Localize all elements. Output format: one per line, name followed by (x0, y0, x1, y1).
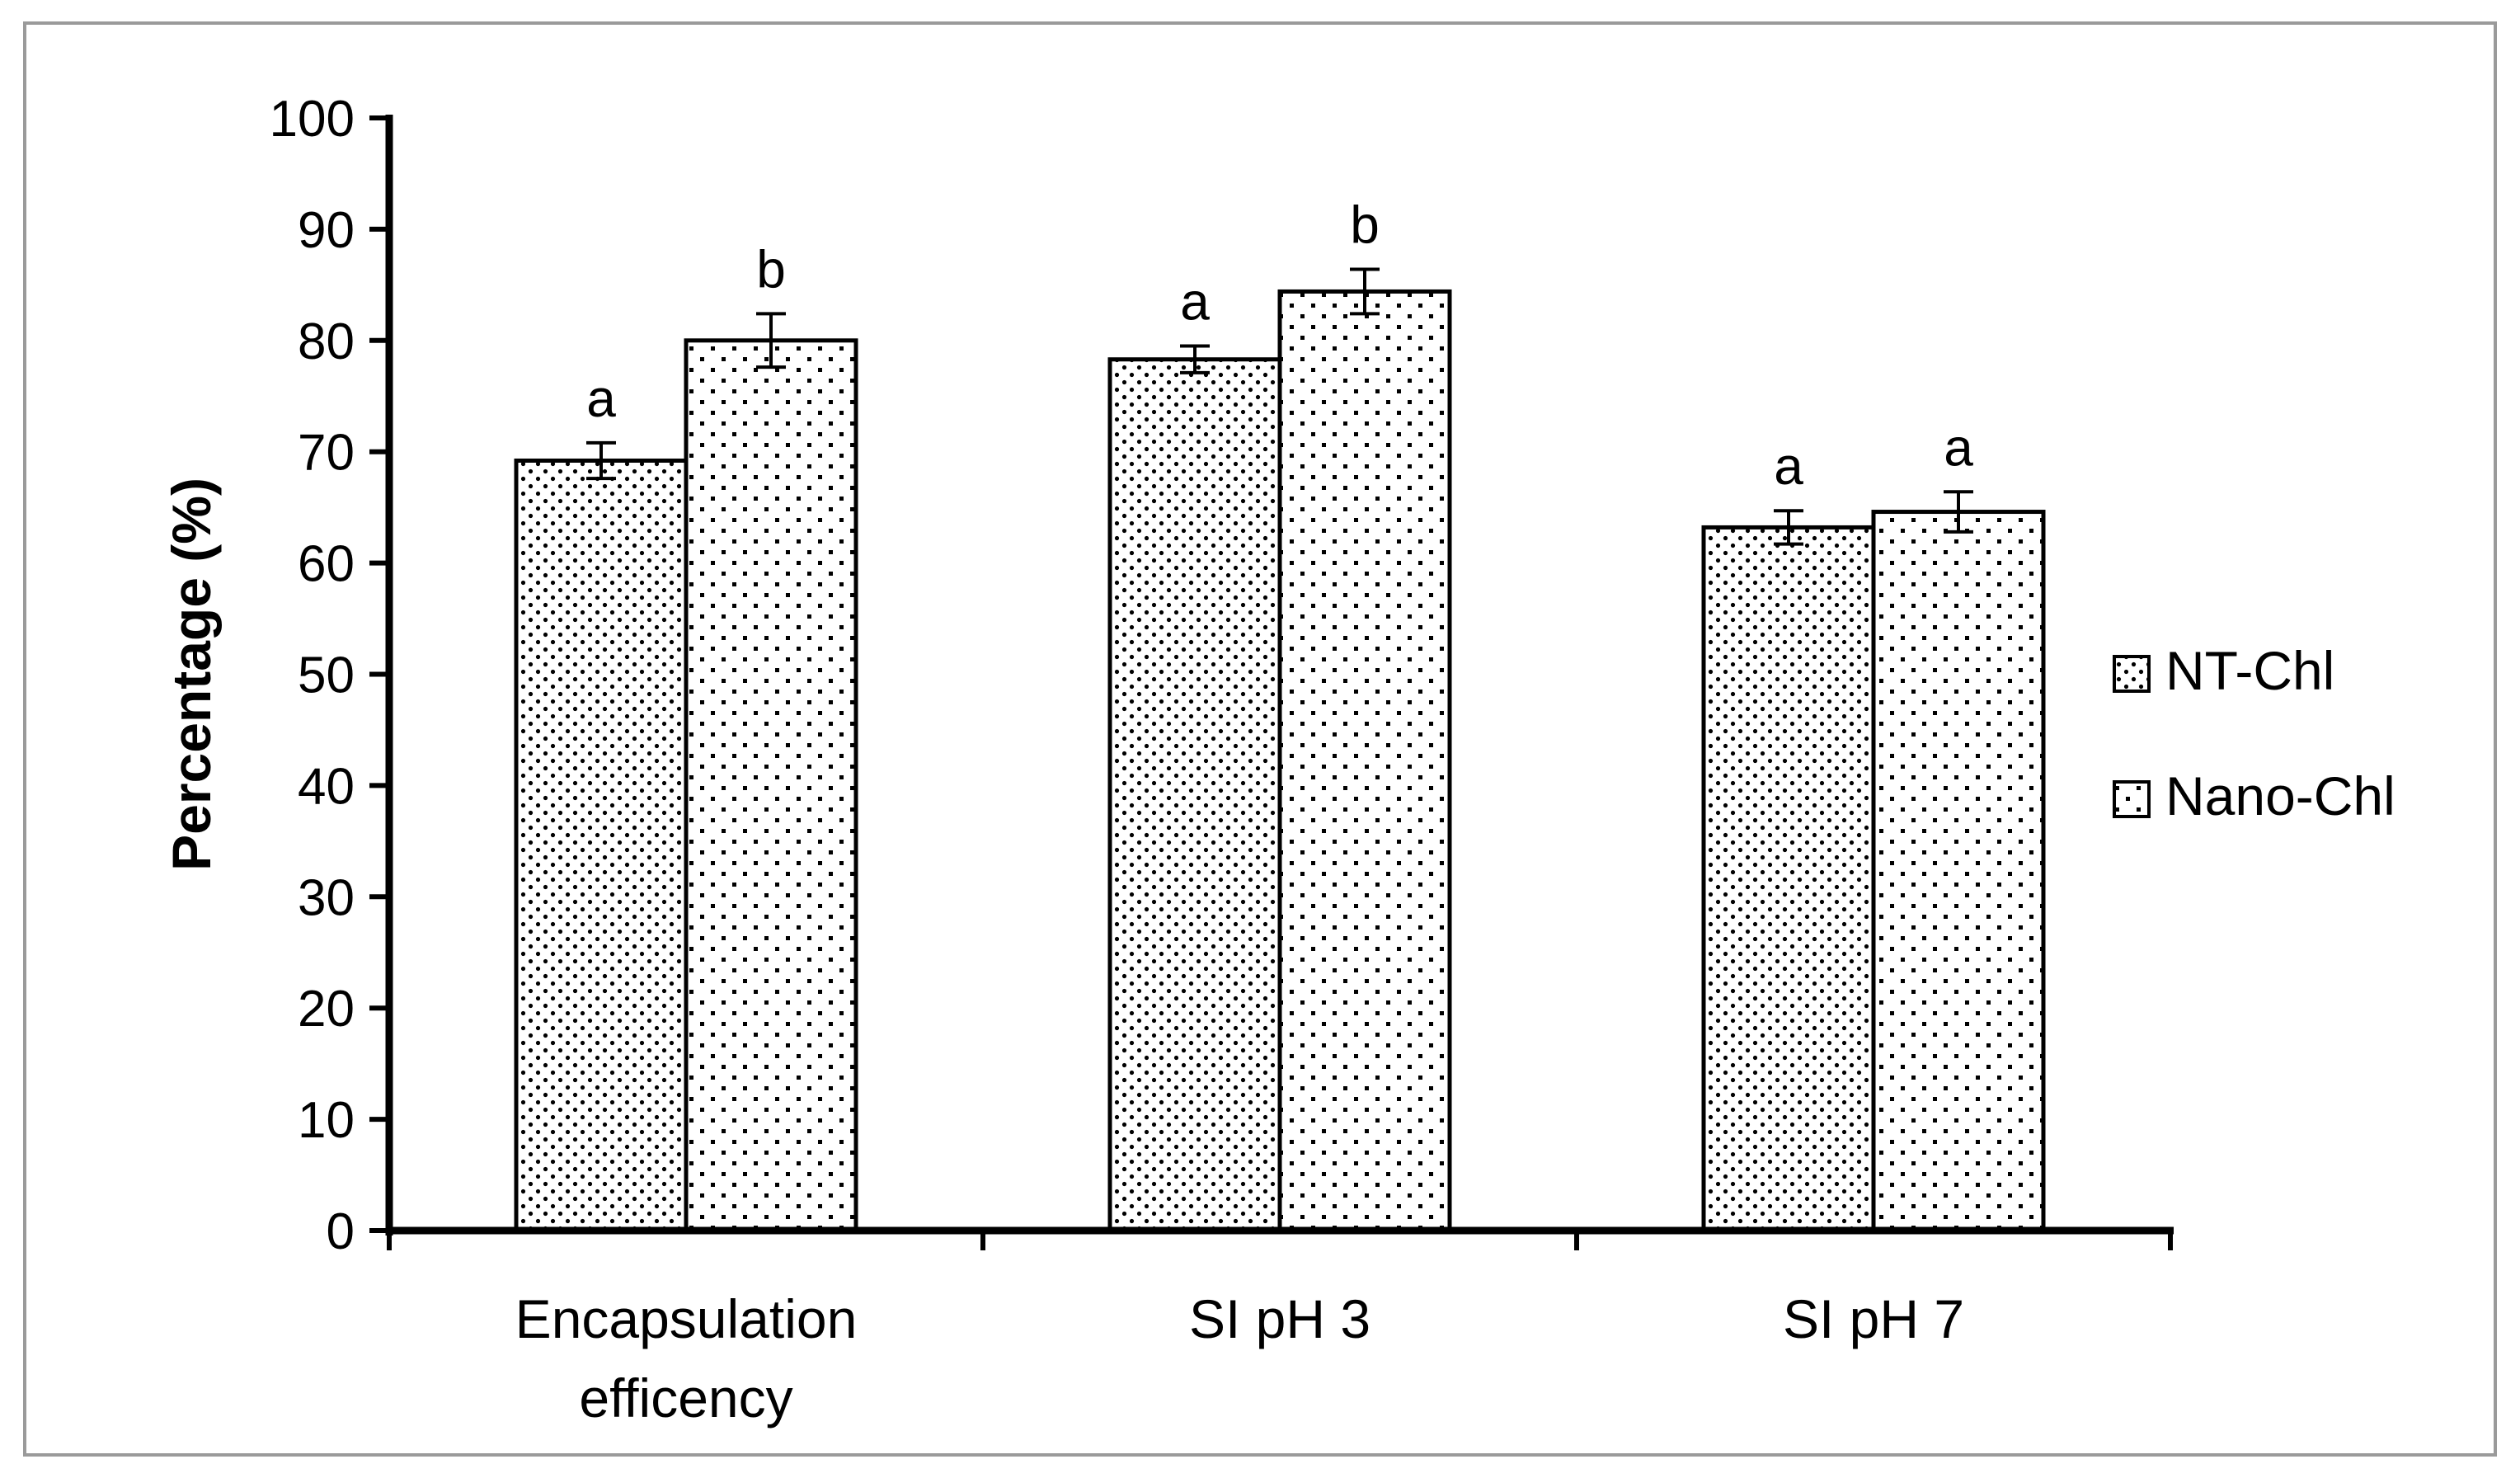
legend-item-nt-chl: NT-Chl (2113, 640, 2334, 701)
y-tick-label: 0 (327, 1203, 355, 1260)
error-bar (1350, 267, 1380, 316)
y-tick-label: 50 (298, 647, 355, 704)
legend-label: NT-Chl (2165, 640, 2334, 701)
y-tick-label: 70 (298, 425, 355, 482)
error-bar (586, 440, 616, 481)
significance-letter: a (1944, 417, 1973, 477)
bar-nano-chl-1 (684, 338, 858, 1233)
y-tick-label: 80 (298, 313, 355, 370)
y-tick-label: 10 (298, 1092, 355, 1149)
legend-swatch (2113, 780, 2151, 818)
bar-nt-chl-2 (1107, 357, 1282, 1233)
y-tick-label: 60 (298, 536, 355, 593)
significance-letter: a (1774, 436, 1803, 496)
x-category-label: SI pH 7 (1783, 1288, 1964, 1349)
x-category-label: Encapsulation (515, 1288, 858, 1349)
legend-item-nano-chl: Nano-Chl (2113, 765, 2395, 826)
chart-frame (23, 21, 2497, 1457)
x-category-label: SI pH 3 (1189, 1288, 1370, 1349)
significance-letter: b (756, 239, 786, 299)
error-bar (756, 312, 786, 370)
y-tick-label: 40 (298, 758, 355, 815)
bar-nano-chl-3 (1871, 510, 2046, 1233)
y-axis-title: Percentage (%) (161, 478, 222, 871)
error-bar (1944, 490, 1973, 534)
y-tick-label: 90 (298, 202, 355, 259)
x-category-label: efficency (579, 1367, 792, 1429)
bar-nano-chl-2 (1277, 289, 1452, 1233)
significance-letter: b (1350, 195, 1380, 254)
y-tick-label: 30 (298, 869, 355, 926)
bar-nt-chl-3 (1701, 525, 1876, 1233)
y-tick-label: 20 (298, 981, 355, 1038)
error-bar (1180, 344, 1210, 374)
bar-nt-chl-1 (514, 458, 689, 1233)
significance-letter: a (586, 369, 616, 428)
y-tick-label: 100 (270, 91, 355, 148)
legend-label: Nano-Chl (2165, 765, 2395, 826)
error-bar (1774, 509, 1803, 546)
legend-swatch (2113, 655, 2151, 693)
significance-letter: a (1180, 272, 1210, 332)
